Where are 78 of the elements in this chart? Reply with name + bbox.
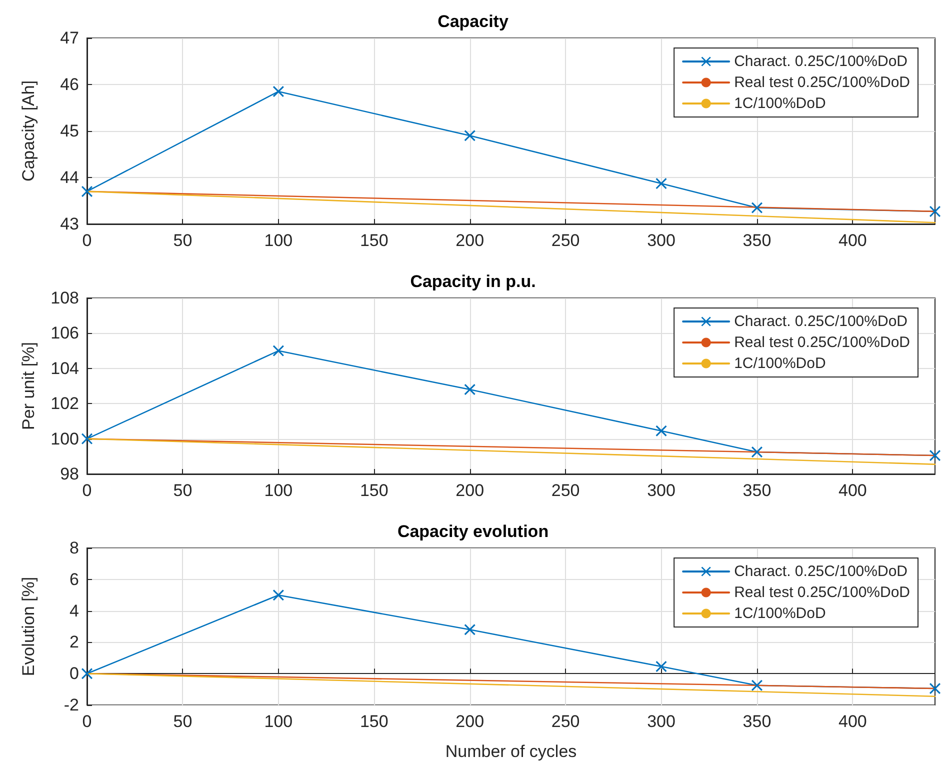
- point: [751, 446, 762, 458]
- x-tick-label: 0: [82, 231, 92, 250]
- y-tick-label: 6: [70, 570, 79, 589]
- y-tick-label: -2: [64, 696, 79, 714]
- y-axis-title: Capacity [Ah]: [19, 80, 38, 182]
- x-tick-label: 400: [838, 231, 867, 250]
- point: [656, 178, 667, 190]
- point: [272, 345, 284, 356]
- x-tick-label: 350: [742, 712, 772, 731]
- y-axis-title: Per unit [%]: [19, 342, 38, 430]
- point: [751, 680, 762, 691]
- x-tick-label: 100: [264, 712, 293, 731]
- point: [82, 433, 92, 444]
- point: [464, 624, 476, 636]
- x-tick-label: 0: [82, 712, 92, 731]
- point: [82, 186, 92, 197]
- point: [464, 130, 476, 142]
- x-tick-label: 100: [264, 481, 293, 500]
- point: [930, 206, 940, 217]
- y-tick-label: 104: [50, 358, 79, 378]
- x-tick-label: 350: [742, 481, 772, 500]
- y-tick-label: 98: [60, 464, 79, 484]
- x-tick-label: 150: [360, 481, 388, 500]
- legend-label: Real test 0.25C/100%DoD: [734, 334, 910, 351]
- point: [656, 661, 667, 672]
- x-tick-label: 250: [551, 481, 580, 500]
- point: [656, 425, 667, 436]
- point: [272, 590, 284, 601]
- legend-label: Real test 0.25C/100%DoD: [734, 74, 910, 91]
- legend-label: 1C/100%DoD: [734, 605, 826, 622]
- legend-label: 1C/100%DoD: [734, 355, 826, 372]
- x-tick-label: 250: [551, 712, 580, 731]
- y-tick-label: 4: [70, 601, 79, 620]
- x-tick-label: 200: [456, 231, 484, 250]
- x-tick-label: 300: [647, 712, 676, 731]
- y-tick-label: 8: [70, 538, 79, 558]
- x-tick-label: 350: [742, 231, 772, 250]
- chart-title: Capacity in p.u.: [410, 272, 536, 291]
- x-tick-label: 250: [551, 231, 580, 250]
- point: [82, 668, 92, 680]
- y-tick-label: 100: [50, 429, 79, 448]
- y-tick-label: 108: [50, 288, 79, 308]
- point: [464, 384, 476, 396]
- point: [930, 450, 940, 462]
- y-tick-label: 0: [70, 664, 79, 684]
- x-tick-label: 100: [264, 231, 293, 250]
- point: [272, 86, 284, 97]
- y-tick-label: 44: [60, 168, 79, 187]
- x-tick-label: 300: [647, 481, 676, 500]
- point: [751, 202, 762, 214]
- y-axis-title: Evolution [%]: [19, 576, 38, 676]
- y-tick-label: 43: [60, 214, 79, 234]
- x-tick-label: 400: [838, 481, 867, 500]
- legend-label: Charact. 0.25C/100%DoD: [734, 563, 908, 580]
- x-tick-label: 50: [173, 712, 192, 731]
- x-tick-label: 300: [647, 231, 676, 250]
- x-tick-label: 200: [456, 481, 484, 500]
- y-tick-label: 106: [50, 324, 79, 343]
- y-tick-label: 46: [60, 75, 79, 94]
- x-axis-title: Number of cycles: [445, 742, 577, 761]
- x-tick-label: 200: [456, 712, 484, 731]
- y-tick-label: 47: [60, 28, 79, 48]
- chart-title: Capacity: [438, 12, 509, 31]
- y-tick-label: 102: [50, 394, 79, 414]
- legend-label: 1C/100%DoD: [734, 95, 826, 112]
- x-tick-label: 400: [838, 712, 867, 731]
- point: [930, 683, 940, 694]
- legend-label: Real test 0.25C/100%DoD: [734, 584, 910, 601]
- y-tick-label: 45: [60, 122, 79, 140]
- x-tick-label: 150: [360, 231, 388, 250]
- x-tick-label: 50: [173, 481, 192, 500]
- y-tick-label: 2: [70, 632, 79, 652]
- chart-title: Capacity evolution: [397, 522, 549, 541]
- legend-label: Charact. 0.25C/100%DoD: [734, 313, 908, 330]
- x-tick-label: 50: [173, 231, 192, 250]
- x-tick-label: 150: [360, 712, 388, 731]
- x-tick-label: 0: [82, 481, 92, 500]
- legend-label: Charact. 0.25C/100%DoD: [734, 53, 908, 70]
